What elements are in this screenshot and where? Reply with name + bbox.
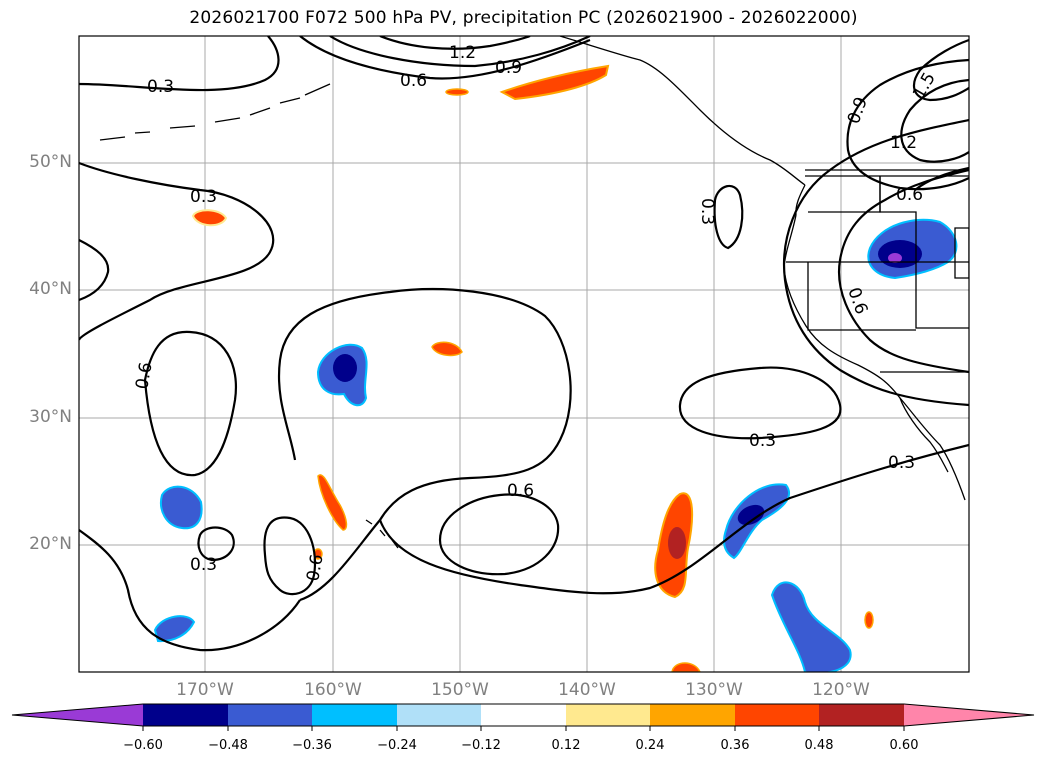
precip-negative-15n-123w: [770, 581, 852, 672]
colorbar-bin-under: [12, 704, 143, 726]
contour-0.3-coast-east: [783, 118, 969, 407]
contour-label: 0.3: [190, 555, 217, 575]
contour-label: 0.9: [495, 58, 522, 78]
colorbar-bin-7: [650, 704, 735, 726]
lat-tick-label: 30°N: [29, 407, 72, 427]
lon-tick-label: 160°W: [304, 680, 362, 700]
contour-1.2-alaska: [379, 36, 531, 50]
colorbar-tick-label: 0.48: [804, 738, 834, 753]
lon-tick-label: 130°W: [685, 680, 743, 700]
colorbar-bin-9: [819, 704, 904, 726]
contour-label: 1.2: [890, 133, 917, 153]
contour-0.6-central: [438, 493, 560, 576]
colorbar-tick-marks: [142, 726, 905, 731]
border-states-3: [915, 262, 969, 329]
colorbar-bin-2: [228, 704, 312, 726]
colorbar-tick-label: −0.24: [377, 738, 417, 753]
pv-contours: [79, 36, 969, 652]
contour-label: 0.6: [507, 481, 534, 501]
colorbar-tick-label: 0.12: [551, 738, 581, 753]
colorbar-tick-label: −0.36: [292, 738, 332, 753]
contour-1.2-east: [900, 78, 969, 163]
colorbar-bin-8: [735, 704, 819, 726]
contour-label: 1.2: [449, 43, 476, 63]
contour-0.6-west: [143, 330, 237, 477]
figure-title: 2026021700 F072 500 hPa PV, precipitatio…: [189, 8, 858, 28]
contour-label: 0.6: [132, 361, 156, 391]
contour-0.9-east: [846, 58, 969, 191]
contour-label: 0.3: [888, 453, 915, 473]
contour-label: 0.3: [749, 431, 776, 451]
contour-0.3-large-ring: [79, 161, 275, 341]
contour-label: 0.3: [190, 187, 217, 207]
colorbar-bin-over: [904, 704, 1034, 726]
colorbar-tick-label: 0.36: [720, 738, 750, 753]
coastline-alaska: [559, 36, 806, 186]
coastline-baja: [899, 397, 949, 473]
precip-positive-gulf-alaska: [499, 64, 610, 101]
precip-negative-core-22n-127w: [737, 504, 765, 526]
coastlines: [99, 36, 969, 549]
coastline-aleutians: [99, 83, 331, 141]
contour-0.9-alaska: [329, 36, 591, 68]
colorbar-bin-1: [143, 704, 228, 726]
contour-0.3-west-arc: [79, 529, 301, 652]
contour-label: 0.3: [147, 77, 174, 97]
contour-label: 0.6: [303, 553, 327, 583]
border-states-5: [879, 176, 917, 262]
contour-1.5-east: [912, 38, 969, 102]
contour-0.3-east-loop: [678, 366, 842, 440]
colorbar-bin-6: [566, 704, 650, 726]
contour-0.3-south: [378, 443, 969, 595]
colorbar-bin-4: [397, 704, 481, 726]
contour-0.6-bottom-small: [263, 516, 316, 596]
contour-0.6-small-2: [197, 526, 235, 562]
plot-frame: [78, 35, 970, 673]
lon-tick-label: 150°W: [431, 680, 489, 700]
gridlines: [79, 36, 969, 672]
border-states-6: [954, 227, 969, 279]
precip-negative-core-33n-160w: [333, 354, 357, 382]
precip-positive-core-20n-133w: [668, 527, 686, 559]
border-states-4: [807, 262, 916, 331]
contour-0.3-central: [277, 288, 572, 602]
colorbar-tick-label: −0.12: [461, 738, 501, 753]
lat-tick-label: 40°N: [29, 279, 72, 299]
colorbar-tick-label: −0.48: [208, 738, 248, 753]
precip-negative-13n-172w: [153, 615, 196, 643]
colorbar-bin-5: [481, 704, 566, 726]
coastline-west-us: [783, 214, 966, 501]
precip-negative-areas: [153, 218, 958, 672]
precip-negative-core-42n-117w: [878, 240, 922, 268]
contour-label: 0.6: [896, 185, 923, 205]
precip-positive-22n-161w: [317, 474, 348, 531]
lat-tick-label: 50°N: [29, 152, 72, 172]
coastline-hawaii: [365, 519, 399, 549]
colorbar-tick-label: −0.60: [123, 738, 163, 753]
contour-label: 0.3: [697, 198, 717, 225]
precip-negative-23n-172w: [160, 485, 203, 530]
contour-label: 0.6: [400, 71, 427, 91]
lon-tick-label: 140°W: [558, 680, 616, 700]
contour-0.6-alaska: [299, 36, 591, 80]
precip-positive-small-47n: [445, 88, 469, 96]
colorbar: [11, 703, 1035, 731]
precip-positive-35n-150w: [431, 341, 463, 357]
colorbar-tick-label: 0.24: [635, 738, 665, 753]
colorbar-tick-label: 0.60: [889, 738, 919, 753]
precip-negative-max-42n-117w: [888, 253, 902, 263]
coastline-bc: [795, 184, 806, 216]
lat-tick-label: 20°N: [29, 534, 72, 554]
contour-0.3-coast: [713, 184, 744, 250]
precip-positive-45n-170w: [191, 209, 228, 227]
lon-tick-label: 120°W: [812, 680, 870, 700]
contour-0.3-far-west: [79, 239, 110, 302]
colorbar-bin-3: [312, 704, 397, 726]
lon-tick-label: 170°W: [176, 680, 234, 700]
contour-0.3-north: [79, 36, 280, 92]
precip-positive-tiny-14n: [864, 611, 874, 629]
